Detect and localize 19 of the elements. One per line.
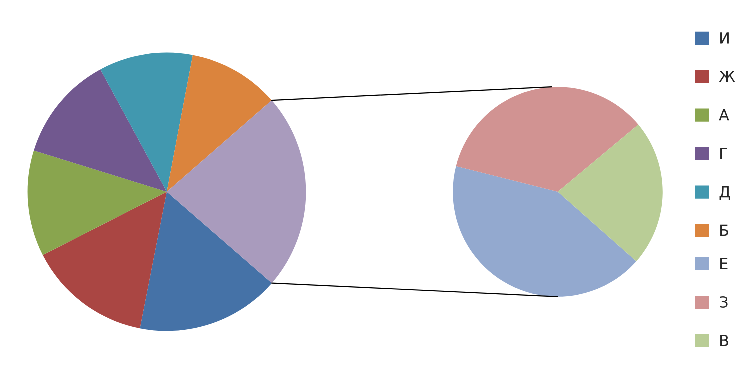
legend-label: Ж <box>719 71 736 82</box>
pie-slice <box>167 100 306 284</box>
legend-label: А <box>719 110 730 121</box>
legend-label: В <box>720 335 728 346</box>
pie-slice <box>28 150 167 256</box>
legend-label: Г <box>720 148 728 160</box>
pie-slice <box>43 192 167 329</box>
legend-label: Д <box>720 186 730 200</box>
legend-label: И <box>720 32 729 44</box>
pie-slice <box>167 55 272 192</box>
legend-label: Е <box>720 258 728 270</box>
pie-slice <box>558 124 663 262</box>
legend-label: Б <box>720 224 728 236</box>
pie-slice <box>34 70 167 192</box>
pie-slice <box>453 166 637 297</box>
pie-slice <box>100 52 193 192</box>
legend-label: З <box>720 296 728 308</box>
pie-slice <box>140 192 272 332</box>
pie-slice <box>456 87 639 192</box>
